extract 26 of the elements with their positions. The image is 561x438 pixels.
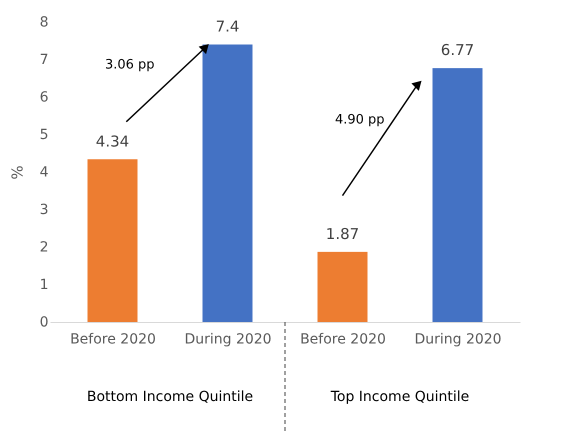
y-tick-label: 8 — [40, 14, 48, 30]
annotation: 4.90 pp — [334, 112, 385, 128]
data-label: 6.77 — [440, 41, 474, 60]
y-tick-label: 5 — [40, 127, 48, 143]
x-tick-label: Before 2020 — [300, 332, 386, 348]
x-tick-label: During 2020 — [414, 332, 502, 348]
y-tick-label: 7 — [40, 52, 48, 68]
y-tick-label: 6 — [40, 90, 49, 106]
y-tick-label: 1 — [40, 277, 48, 293]
annotation: 3.06 pp — [104, 57, 155, 72]
text: Bottom Income Quintile — [86, 389, 254, 405]
y-tick-label: 2 — [40, 240, 48, 256]
y-tick-label: 4 — [40, 164, 49, 180]
data-label: 7.4 — [216, 18, 240, 36]
text: Top Income Quintile — [330, 389, 470, 405]
bar — [432, 68, 482, 322]
x-tick-label: Before 2020 — [70, 332, 156, 348]
y-tick-label: 0 — [40, 314, 48, 330]
bar — [88, 159, 138, 322]
bar — [318, 252, 368, 322]
y-tick-label: 3 — [40, 202, 48, 218]
y-axis-title: % — [8, 165, 27, 180]
data-label: 4.34 — [96, 132, 130, 150]
data-label: 1.87 — [326, 224, 360, 243]
bar — [202, 44, 252, 322]
x-tick-label: During 2020 — [184, 332, 272, 348]
